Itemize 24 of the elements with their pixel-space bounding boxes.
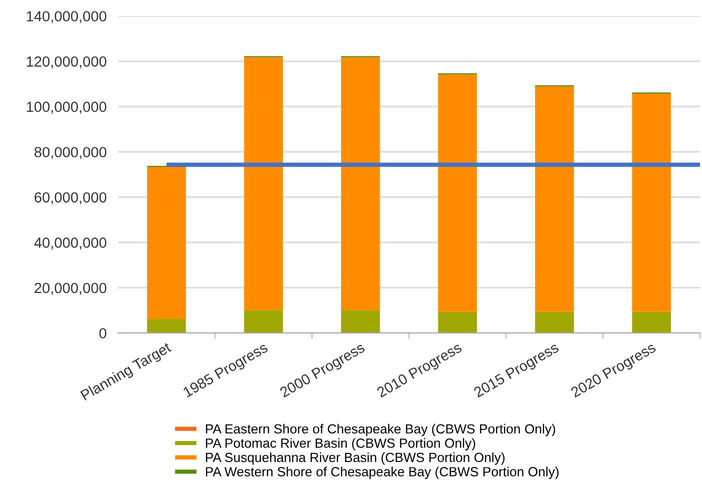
bar: [535, 86, 574, 312]
legend-label: PA Eastern Shore of Chesapeake Bay (CBWS Portion Only): [206, 424, 556, 436]
bar: [632, 94, 671, 312]
bar: [244, 57, 283, 310]
y-tick-label: 120,000,000: [26, 56, 106, 68]
y-tick-label: 40,000,000: [34, 238, 106, 250]
bar: [438, 74, 477, 312]
legend-label: PA Potomac River Basin (CBWS Portion Only): [206, 438, 476, 450]
legend-label: PA Western Shore of Chesapeake Bay (CBWS Portion Only): [206, 466, 559, 480]
bar: [438, 312, 477, 333]
bar: [341, 57, 380, 310]
bar: [341, 310, 380, 333]
legend-label: PA Susquehanna River Basin (CBWS Portion Only): [206, 452, 505, 465]
y-tick-label: 100,000,000: [26, 102, 106, 114]
bar: [147, 167, 186, 319]
y-tick-label: 20,000,000: [34, 282, 106, 295]
y-tick-label: 80,000,000: [34, 146, 106, 160]
bar: [535, 312, 574, 333]
bar: [147, 318, 186, 333]
bar: [632, 312, 671, 333]
y-tick-label: 0: [99, 328, 106, 338]
y-tick-label: 60,000,000: [34, 192, 106, 204]
bar: [244, 310, 283, 333]
y-tick-label: 140,000,000: [26, 11, 106, 24]
